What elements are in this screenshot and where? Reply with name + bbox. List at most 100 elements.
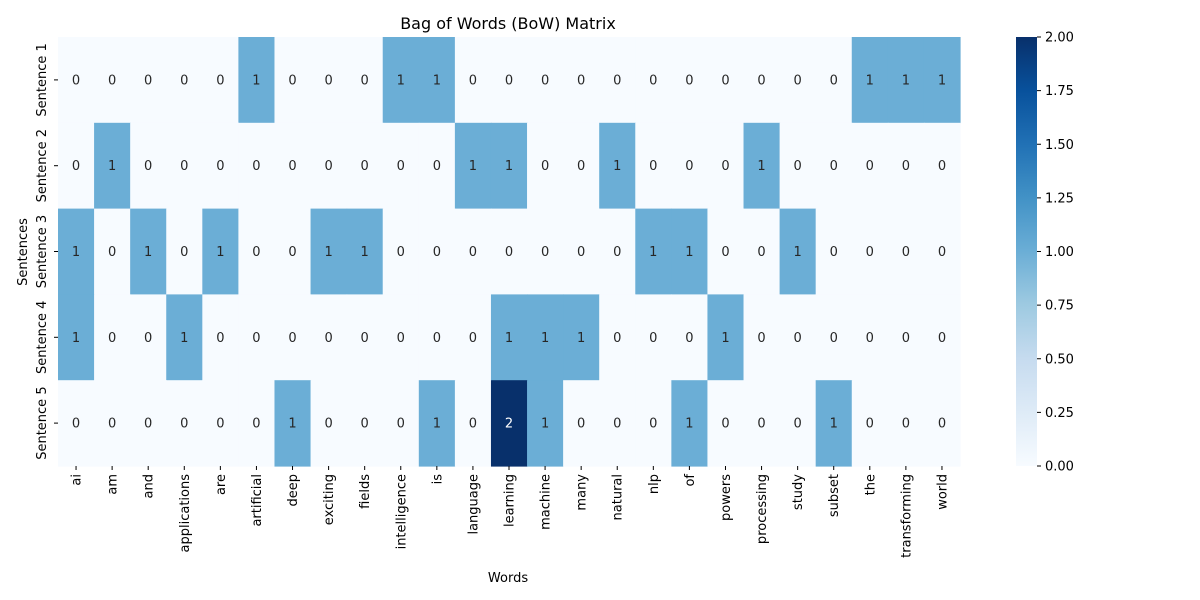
heatmap-cell — [815, 380, 853, 467]
heatmap-cell — [418, 294, 456, 381]
heatmap-cell — [599, 380, 636, 467]
heatmap-cell-value: 0 — [144, 73, 152, 88]
heatmap-cell-value: 0 — [144, 417, 152, 432]
heatmap-cell — [418, 380, 456, 467]
x-tick-label: artificial — [250, 474, 265, 527]
heatmap-cell — [743, 294, 781, 381]
heatmap-cell-value: 0 — [649, 331, 657, 346]
y-axis-ticks: Sentence 1 Sentence 2 Sentence 3 Sentence 4… — [35, 43, 58, 460]
heatmap-cell-value: 1 — [433, 73, 441, 88]
heatmap-cell-value: 0 — [252, 159, 260, 174]
heatmap-cell-value: 0 — [469, 245, 477, 260]
heatmap-cell — [454, 208, 492, 295]
heatmap-cell — [418, 122, 456, 210]
heatmap-cell — [563, 294, 600, 381]
heatmap-cell-value: 0 — [649, 417, 657, 432]
heatmap-cell-value: 0 — [938, 417, 946, 432]
x-tick-label: are — [214, 474, 229, 495]
heatmap-cell-value: 0 — [866, 245, 874, 260]
heatmap-cell-value: 0 — [397, 159, 405, 174]
heatmap-cell — [310, 294, 348, 381]
x-tick-label: of — [683, 474, 698, 487]
heatmap-cell — [346, 294, 384, 381]
heatmap-cell — [563, 208, 600, 295]
heatmap-cell-value: 0 — [830, 245, 838, 260]
heatmap-cell — [815, 294, 853, 381]
heatmap-cell — [851, 380, 889, 467]
heatmap-cell — [887, 294, 925, 381]
heatmap-cell-value: 0 — [288, 73, 296, 88]
heatmap-cell-value: 1 — [541, 331, 549, 346]
heatmap-cell-value: 0 — [108, 331, 116, 346]
heatmap-cell-value: 0 — [469, 331, 477, 346]
heatmap-cell-value: 1 — [324, 245, 332, 260]
heatmap-cell — [94, 380, 131, 467]
heatmap-cell — [274, 37, 312, 124]
heatmap-cell-value: 0 — [793, 73, 801, 88]
heatmap-cell-value: 0 — [793, 331, 801, 346]
x-tick-label: nlp — [647, 474, 662, 494]
x-tick-label: processing — [755, 474, 770, 544]
heatmap-cell — [490, 208, 528, 295]
heatmap-cell-value: 0 — [324, 159, 332, 174]
heatmap-cell — [238, 208, 276, 295]
heatmap-cell — [490, 122, 528, 210]
heatmap-cell-value: 0 — [685, 159, 693, 174]
heatmap-cell — [707, 122, 745, 210]
heatmap-cell-value: 0 — [144, 159, 152, 174]
heatmap-cell-value: 0 — [108, 417, 116, 432]
heatmap-cell-value: 0 — [144, 331, 152, 346]
heatmap-cell-value: 0 — [577, 245, 585, 260]
heatmap-cell — [779, 208, 817, 295]
heatmap-cell — [58, 122, 95, 210]
y-tick-label: Sentence 4 — [35, 301, 50, 374]
heatmap-cell — [454, 380, 492, 467]
heatmap-cell-value: 1 — [721, 331, 729, 346]
heatmap-cell — [887, 380, 925, 467]
heatmap-cell — [779, 380, 817, 467]
heatmap-cell — [599, 294, 636, 381]
heatmap-cell — [490, 380, 528, 467]
heatmap-cell-value: 1 — [144, 245, 152, 260]
heatmap-cell — [166, 37, 203, 124]
heatmap-cell-value: 0 — [469, 417, 477, 432]
heatmap-cell — [166, 122, 203, 210]
heatmap-cell-value: 0 — [866, 159, 874, 174]
chart-title: Bag of Words (BoW) Matrix — [400, 14, 616, 33]
heatmap-cell — [671, 37, 709, 124]
heatmap-cell — [851, 208, 889, 295]
colorbar-tick-label: 2.00 — [1045, 31, 1074, 46]
heatmap-cell-value: 0 — [216, 159, 224, 174]
x-tick-label: exciting — [322, 474, 337, 525]
x-tick-label: ai — [70, 474, 85, 486]
heatmap-cell-value: 0 — [938, 245, 946, 260]
colorbar-tick-label: 0.75 — [1045, 299, 1074, 314]
heatmap-cell — [743, 208, 781, 295]
heatmap-cell — [707, 294, 745, 381]
heatmap-cell — [130, 37, 167, 124]
heatmap-cell-value: 0 — [288, 159, 296, 174]
heatmap-cell — [671, 208, 709, 295]
heatmap-cell-value: 0 — [324, 417, 332, 432]
heatmap-cell — [779, 294, 817, 381]
heatmap-cell — [635, 380, 672, 467]
x-tick-label: many — [575, 474, 590, 511]
heatmap-cell — [599, 37, 636, 124]
heatmap-cell-value: 0 — [757, 331, 765, 346]
y-tick-label: Sentence 2 — [35, 129, 50, 202]
heatmap-cell — [490, 294, 528, 381]
colorbar — [1016, 37, 1037, 466]
heatmap-cell-value: 0 — [252, 331, 260, 346]
heatmap-cell — [707, 37, 745, 124]
heatmap-cell — [707, 380, 745, 467]
heatmap-cell — [94, 208, 131, 295]
heatmap-cell-value: 0 — [830, 73, 838, 88]
heatmap-cell-value: 0 — [433, 159, 441, 174]
heatmap-cell-value: 0 — [288, 331, 296, 346]
heatmap-cell-value: 1 — [505, 331, 513, 346]
heatmap-cell — [94, 294, 131, 381]
heatmap-cell-value: 0 — [866, 417, 874, 432]
heatmap-cell-value: 1 — [685, 245, 693, 260]
heatmap-cell — [923, 122, 961, 210]
